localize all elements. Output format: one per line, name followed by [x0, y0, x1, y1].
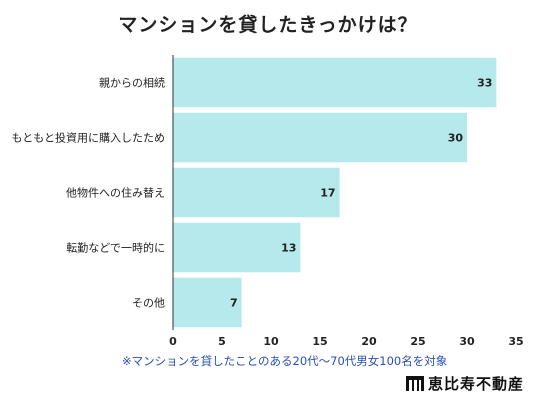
logo-text: 恵比寿不動産 [427, 375, 524, 393]
category-label: 他物件への住み替え [66, 186, 165, 200]
x-tick-label: 5 [218, 335, 226, 348]
bar-value-label: 7 [230, 297, 238, 310]
x-tick-label: 0 [169, 335, 177, 348]
bar-value-label: 17 [320, 187, 335, 200]
bar [173, 222, 301, 273]
bar-value-label: 13 [281, 242, 296, 255]
bar [173, 112, 467, 163]
bar [173, 57, 497, 108]
x-tick-label: 15 [312, 335, 327, 348]
bar [173, 167, 340, 218]
chart-title: マンションを貸したきっかけは？ [118, 14, 418, 36]
x-tick-label: 30 [459, 335, 475, 348]
x-tick-label: 25 [410, 335, 425, 348]
category-label: もともと投資用に購入したため [11, 131, 165, 145]
x-tick-label: 35 [508, 335, 523, 348]
bar-value-label: 30 [448, 132, 464, 145]
company-logo: 恵比寿不動産 [405, 373, 524, 394]
x-tick-label: 10 [263, 335, 279, 348]
category-label: 親からの相続 [99, 76, 165, 90]
survey-note: ※マンションを貸したことのある20代〜70代男女100名を対象 [122, 354, 448, 368]
building-icon [405, 376, 424, 391]
category-label: 転勤などで一時的に [66, 241, 165, 255]
category-label: その他 [132, 297, 165, 310]
bar [173, 277, 242, 328]
bar-value-label: 33 [477, 77, 492, 90]
x-tick-label: 20 [361, 335, 377, 348]
